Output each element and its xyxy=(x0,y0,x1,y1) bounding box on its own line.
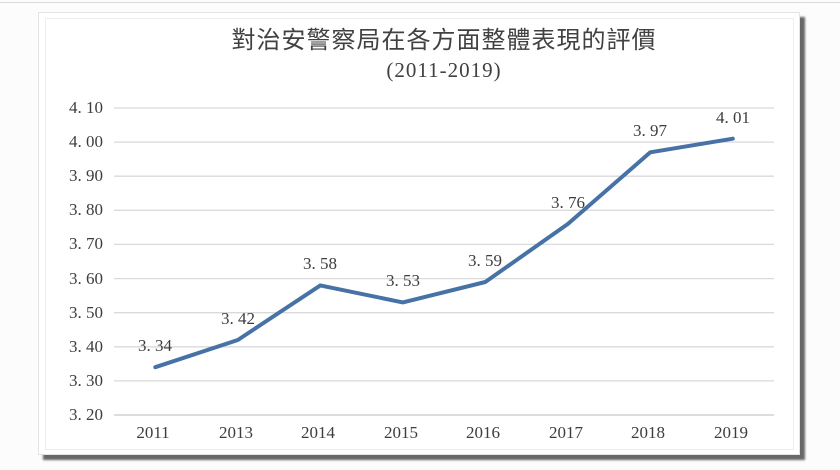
data-point-label: 3. 53 xyxy=(386,271,420,290)
x-axis-tick-label: 2014 xyxy=(301,423,335,442)
page-top-rule xyxy=(0,2,840,3)
x-axis-tick-label: 2016 xyxy=(466,423,500,442)
x-axis-tick-label: 2011 xyxy=(136,423,170,442)
data-point-label: 3. 42 xyxy=(221,309,255,328)
chart-subtitle: (2011-2019) xyxy=(386,58,502,82)
x-axis-tick-label: 2013 xyxy=(219,423,253,442)
chart-title: 對治安警察局在各方面整體表現的評價 xyxy=(231,28,657,54)
x-axis-tick-label: 2018 xyxy=(631,423,665,442)
data-point-label: 3. 97 xyxy=(633,121,667,140)
y-axis-tick-label: 3. 90 xyxy=(69,166,103,185)
x-axis-tick-label: 2017 xyxy=(549,423,583,442)
data-point-label: 3. 76 xyxy=(551,193,585,212)
y-axis-tick-label: 3. 80 xyxy=(69,200,103,219)
x-axis-tick-label: 2015 xyxy=(384,423,418,442)
x-axis-tick-label: 2019 xyxy=(714,423,748,442)
line-plot xyxy=(114,107,774,416)
y-axis-tick-label: 3. 50 xyxy=(69,303,103,322)
y-axis-tick-label: 3. 70 xyxy=(69,234,103,253)
y-axis-tick-label: 3. 60 xyxy=(69,269,103,288)
data-point-label: 3. 59 xyxy=(468,251,502,270)
y-axis-tick-label: 3. 40 xyxy=(69,337,103,356)
y-axis-tick-label: 3. 30 xyxy=(69,371,103,390)
data-point-label: 3. 34 xyxy=(138,336,172,355)
data-point-label: 3. 58 xyxy=(303,254,337,273)
y-axis-tick-label: 3. 20 xyxy=(69,405,103,424)
data-point-label: 4. 01 xyxy=(716,108,750,127)
chart-title-block: 對治安警察局在各方面整體表現的評價 (2011-2019) xyxy=(114,27,774,82)
y-axis-tick-label: 4. 10 xyxy=(69,98,103,117)
chart-card: 對治安警察局在各方面整體表現的評價 (2011-2019) 4. 10 4. 0… xyxy=(38,12,800,455)
y-axis-tick-label: 4. 00 xyxy=(69,132,103,151)
